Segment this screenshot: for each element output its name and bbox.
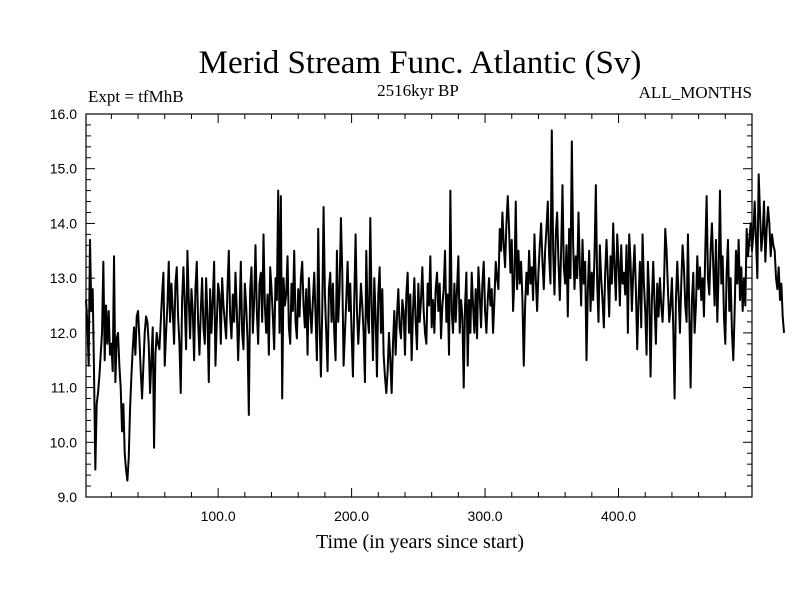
series-line	[85, 129, 786, 482]
y-tick-label: 10.0	[50, 434, 77, 450]
x-axis-label: Time (in years since start)	[316, 531, 524, 553]
y-tick-label: 16.0	[50, 106, 77, 122]
y-tick-label: 9.0	[58, 489, 78, 505]
x-tick-label: 100.0	[201, 508, 236, 524]
experiment-label: Expt = tfMhB	[88, 87, 184, 106]
x-tick-label: 300.0	[468, 508, 503, 524]
x-tick-label: 200.0	[334, 508, 369, 524]
y-tick-label: 13.0	[50, 270, 77, 286]
period-label: 2516kyr BP	[377, 81, 459, 100]
y-tick-labels: 9.0 10.0 11.0 12.0 13.0 14.0 15.0 16.0	[50, 106, 77, 505]
months-label: ALL_MONTHS	[639, 83, 752, 102]
plot-frame	[85, 113, 753, 498]
x-tick-label: 400.0	[601, 508, 636, 524]
axis-ticks	[86, 113, 752, 498]
y-tick-label: 15.0	[50, 161, 77, 177]
y-tick-label: 11.0	[51, 380, 77, 396]
chart-title: Merid Stream Func. Atlantic (Sv)	[199, 45, 642, 81]
y-tick-label: 12.0	[50, 325, 77, 341]
x-tick-labels: 100.0 200.0 300.0 400.0	[201, 508, 637, 524]
y-tick-label: 14.0	[50, 215, 77, 231]
